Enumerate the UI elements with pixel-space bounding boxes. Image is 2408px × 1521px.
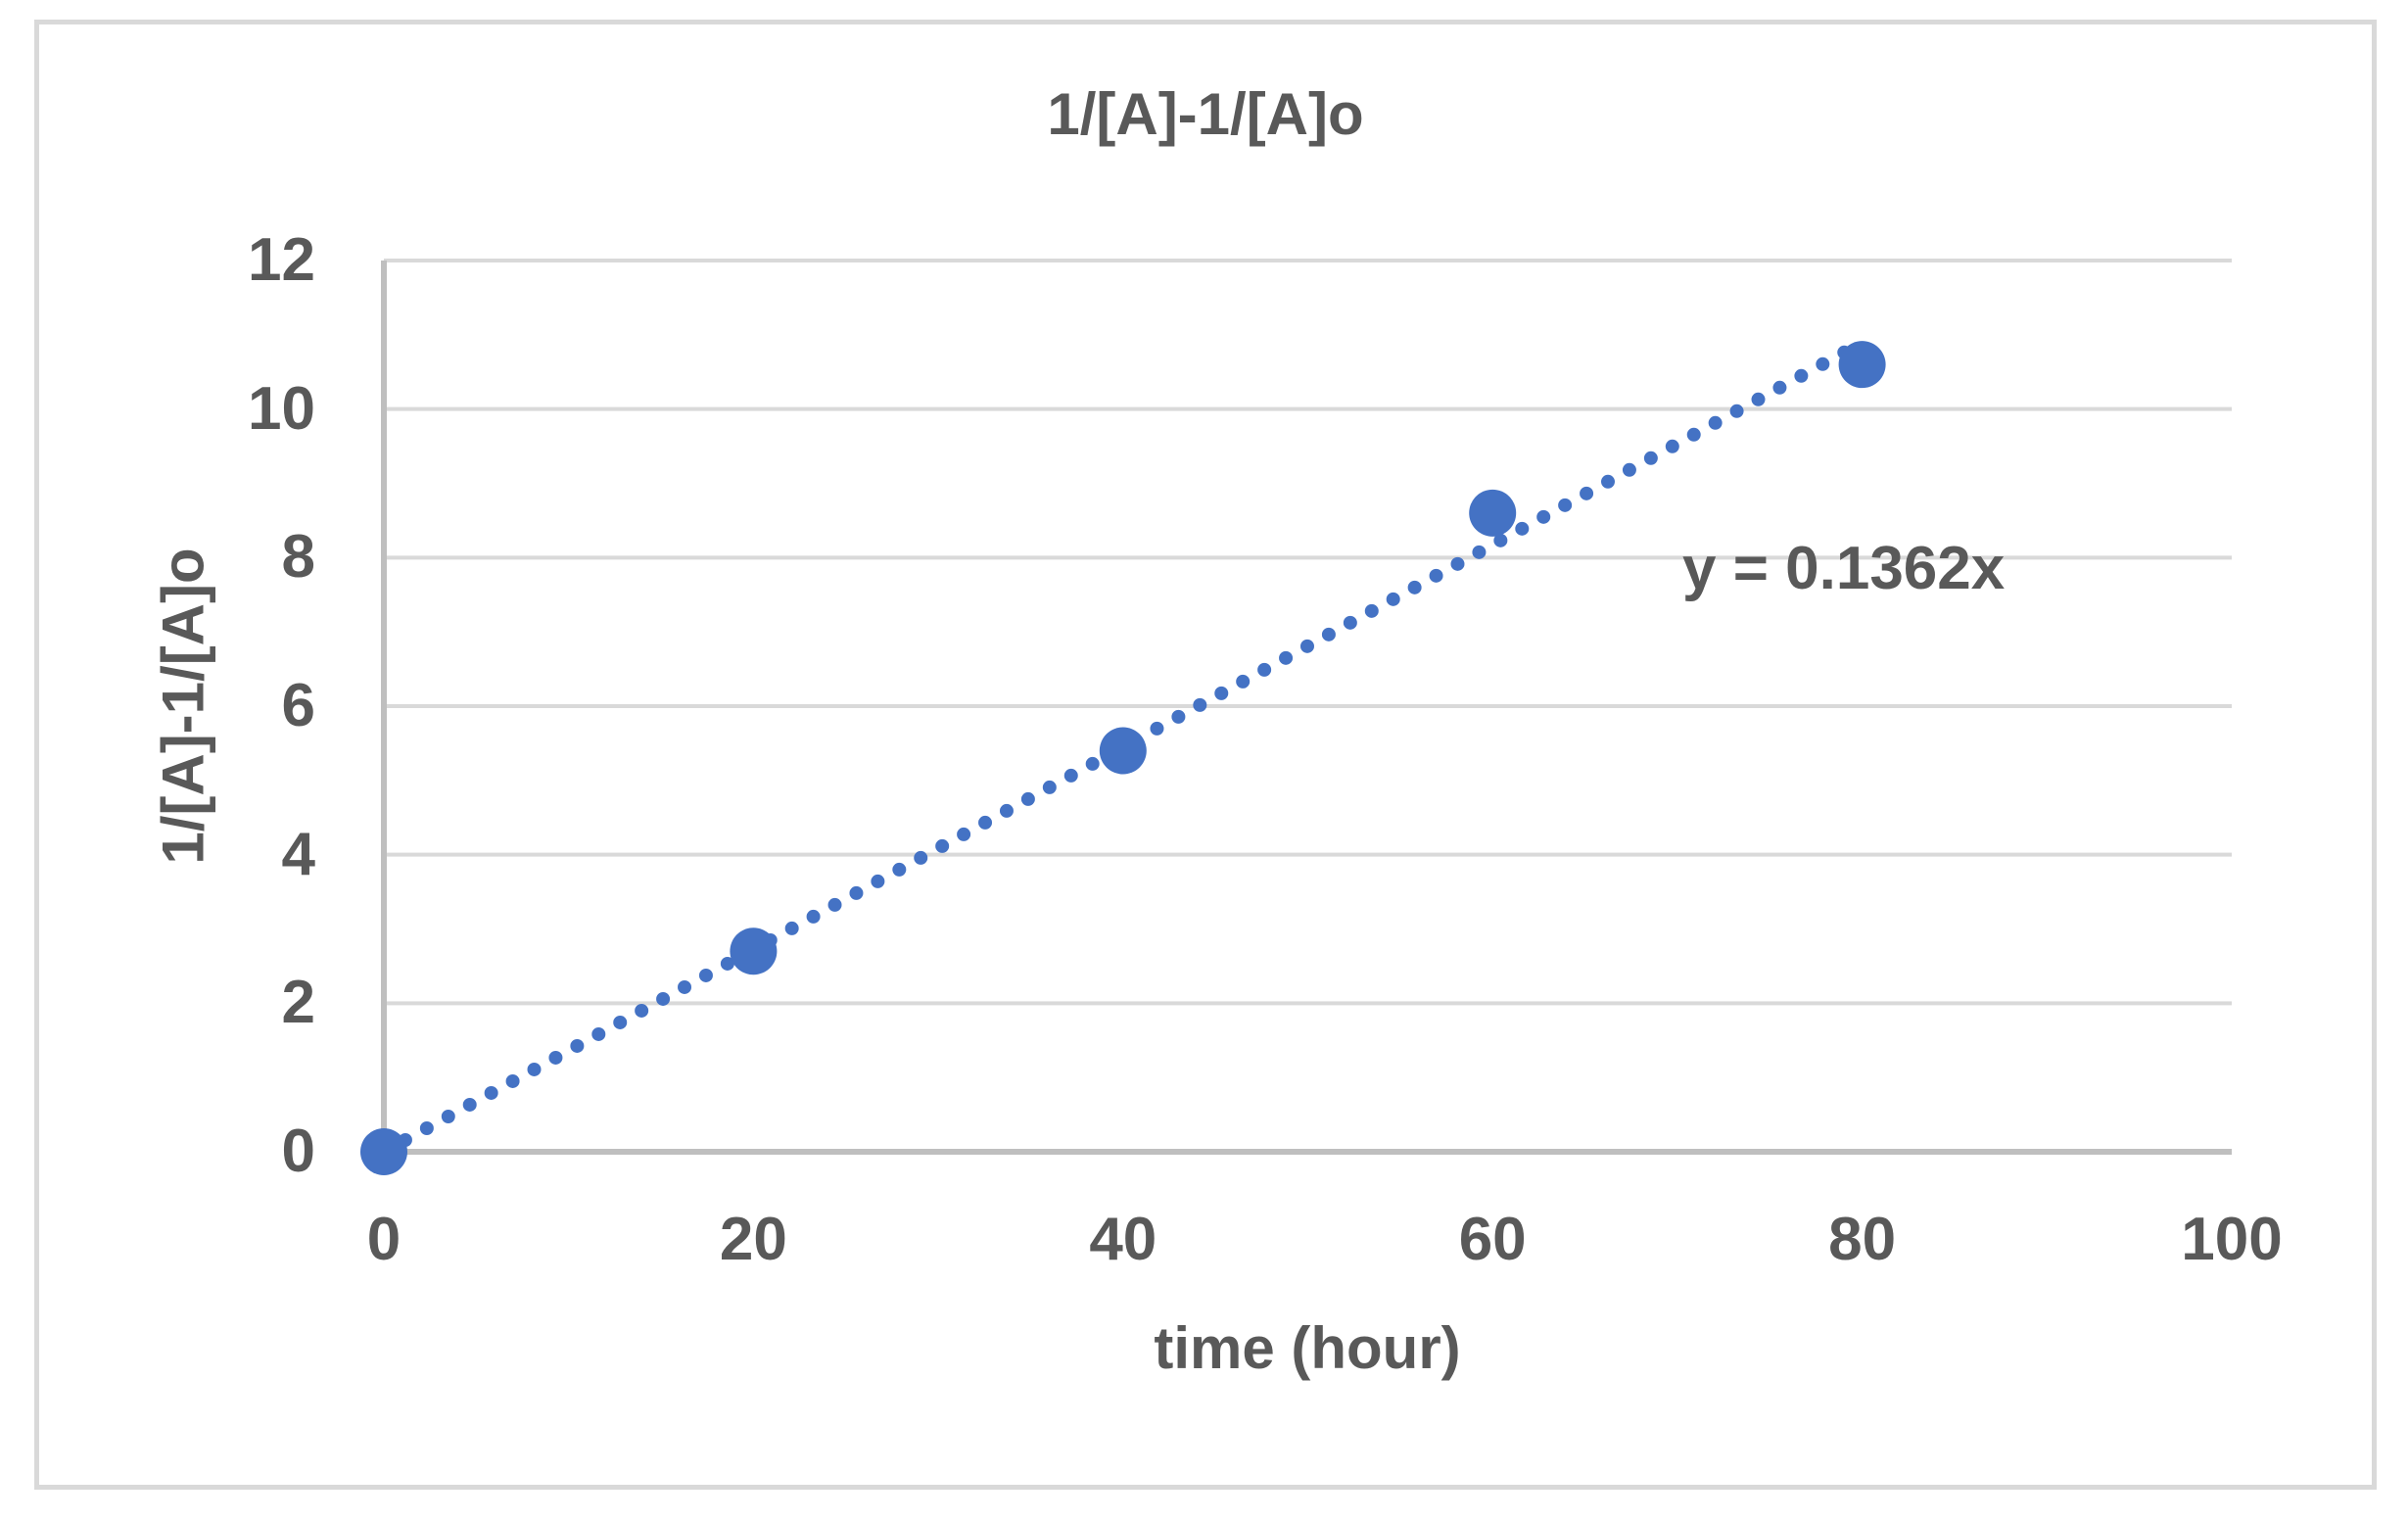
y-tick-label: 6 (281, 672, 315, 739)
x-tick-label: 20 (719, 1206, 787, 1273)
x-tick-label: 80 (1828, 1206, 1897, 1273)
x-tick-label: 60 (1458, 1206, 1527, 1273)
data-point-marker (1838, 341, 1886, 389)
data-point-marker (1099, 727, 1147, 775)
y-tick-label: 2 (281, 969, 315, 1037)
chart-area-border (34, 20, 2377, 1490)
x-axis-title: time (hour) (1154, 1315, 1461, 1381)
y-tick-label: 4 (281, 820, 315, 888)
trendline-equation-label: y = 0.1362x (1682, 535, 2006, 602)
x-tick-label: 100 (2181, 1206, 2283, 1273)
x-tick-label: 0 (366, 1206, 401, 1273)
chart-title: 1/[A]-1/[A]o (1047, 81, 1364, 147)
y-tick-label: 0 (281, 1117, 315, 1185)
data-point-marker (730, 927, 778, 975)
data-point-marker (360, 1128, 407, 1175)
x-tick-label: 40 (1089, 1206, 1157, 1273)
y-tick-label: 12 (248, 226, 315, 294)
data-point-marker (1469, 489, 1517, 537)
y-tick-label: 10 (248, 374, 315, 443)
y-tick-label: 8 (281, 523, 315, 592)
